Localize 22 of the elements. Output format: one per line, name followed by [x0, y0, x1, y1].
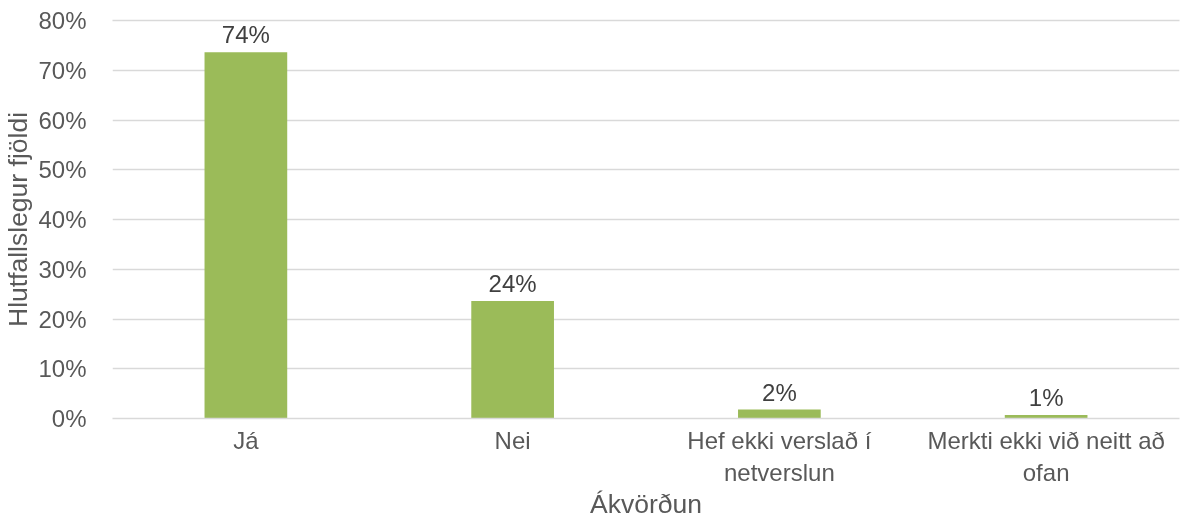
x-tick-label: Nei [494, 426, 531, 454]
y-tick-label: 40% [38, 206, 87, 233]
bar [471, 301, 554, 419]
y-tick-label: 10% [38, 355, 87, 383]
data-label: 24% [488, 270, 537, 298]
x-axis-title: Ákvörðun [590, 488, 702, 519]
y-axis-title: Hlutfallslegur fjöldi [3, 111, 34, 328]
y-tick-label: 20% [38, 305, 87, 333]
data-label: 74% [221, 21, 270, 49]
x-tick-label: Já [233, 426, 260, 454]
bar [738, 409, 821, 419]
y-tick-label: 60% [38, 106, 87, 134]
y-tick-label: 50% [38, 156, 87, 184]
data-label: 1% [1028, 384, 1064, 412]
data-label: 2% [762, 378, 797, 406]
y-tick-label: 30% [38, 255, 87, 283]
y-tick-label: 0% [51, 405, 87, 432]
x-tick-label: Hef ekki verslað í netverslun [687, 426, 872, 486]
y-tick-label: 70% [38, 56, 87, 84]
y-tick-label: 80% [38, 7, 87, 34]
bar [204, 52, 288, 419]
x-tick-label: Merkti ekki við neitt að ofan [927, 426, 1165, 486]
